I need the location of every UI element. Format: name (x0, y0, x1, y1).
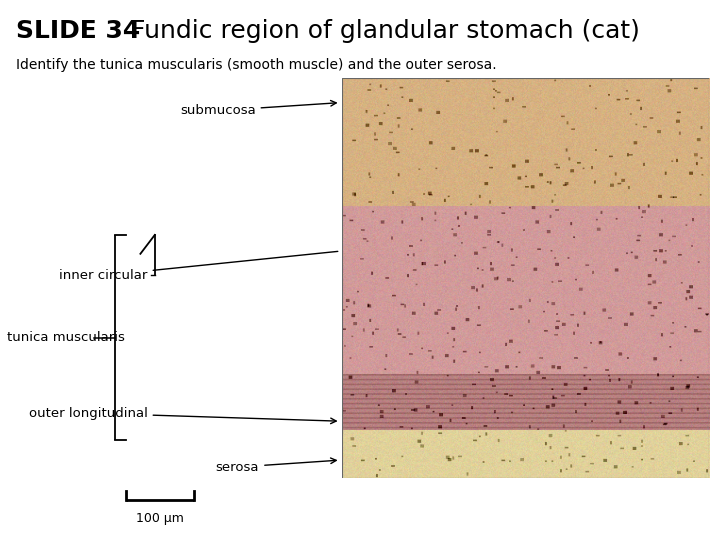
Text: outer longitudinal: outer longitudinal (29, 407, 336, 424)
Text: submucosa: submucosa (180, 100, 336, 117)
Text: Fundic region of glandular stomach (cat): Fundic region of glandular stomach (cat) (115, 19, 640, 43)
Text: Identify the tunica muscularis (smooth muscle) and the outer serosa.: Identify the tunica muscularis (smooth m… (16, 58, 497, 72)
Text: serosa: serosa (216, 458, 336, 474)
Text: inner circular: inner circular (59, 252, 338, 282)
Text: tunica muscularis: tunica muscularis (7, 331, 125, 344)
Text: 100 μm: 100 μm (136, 512, 184, 525)
Bar (342, 78, 709, 478)
Text: SLIDE 34: SLIDE 34 (16, 19, 140, 43)
